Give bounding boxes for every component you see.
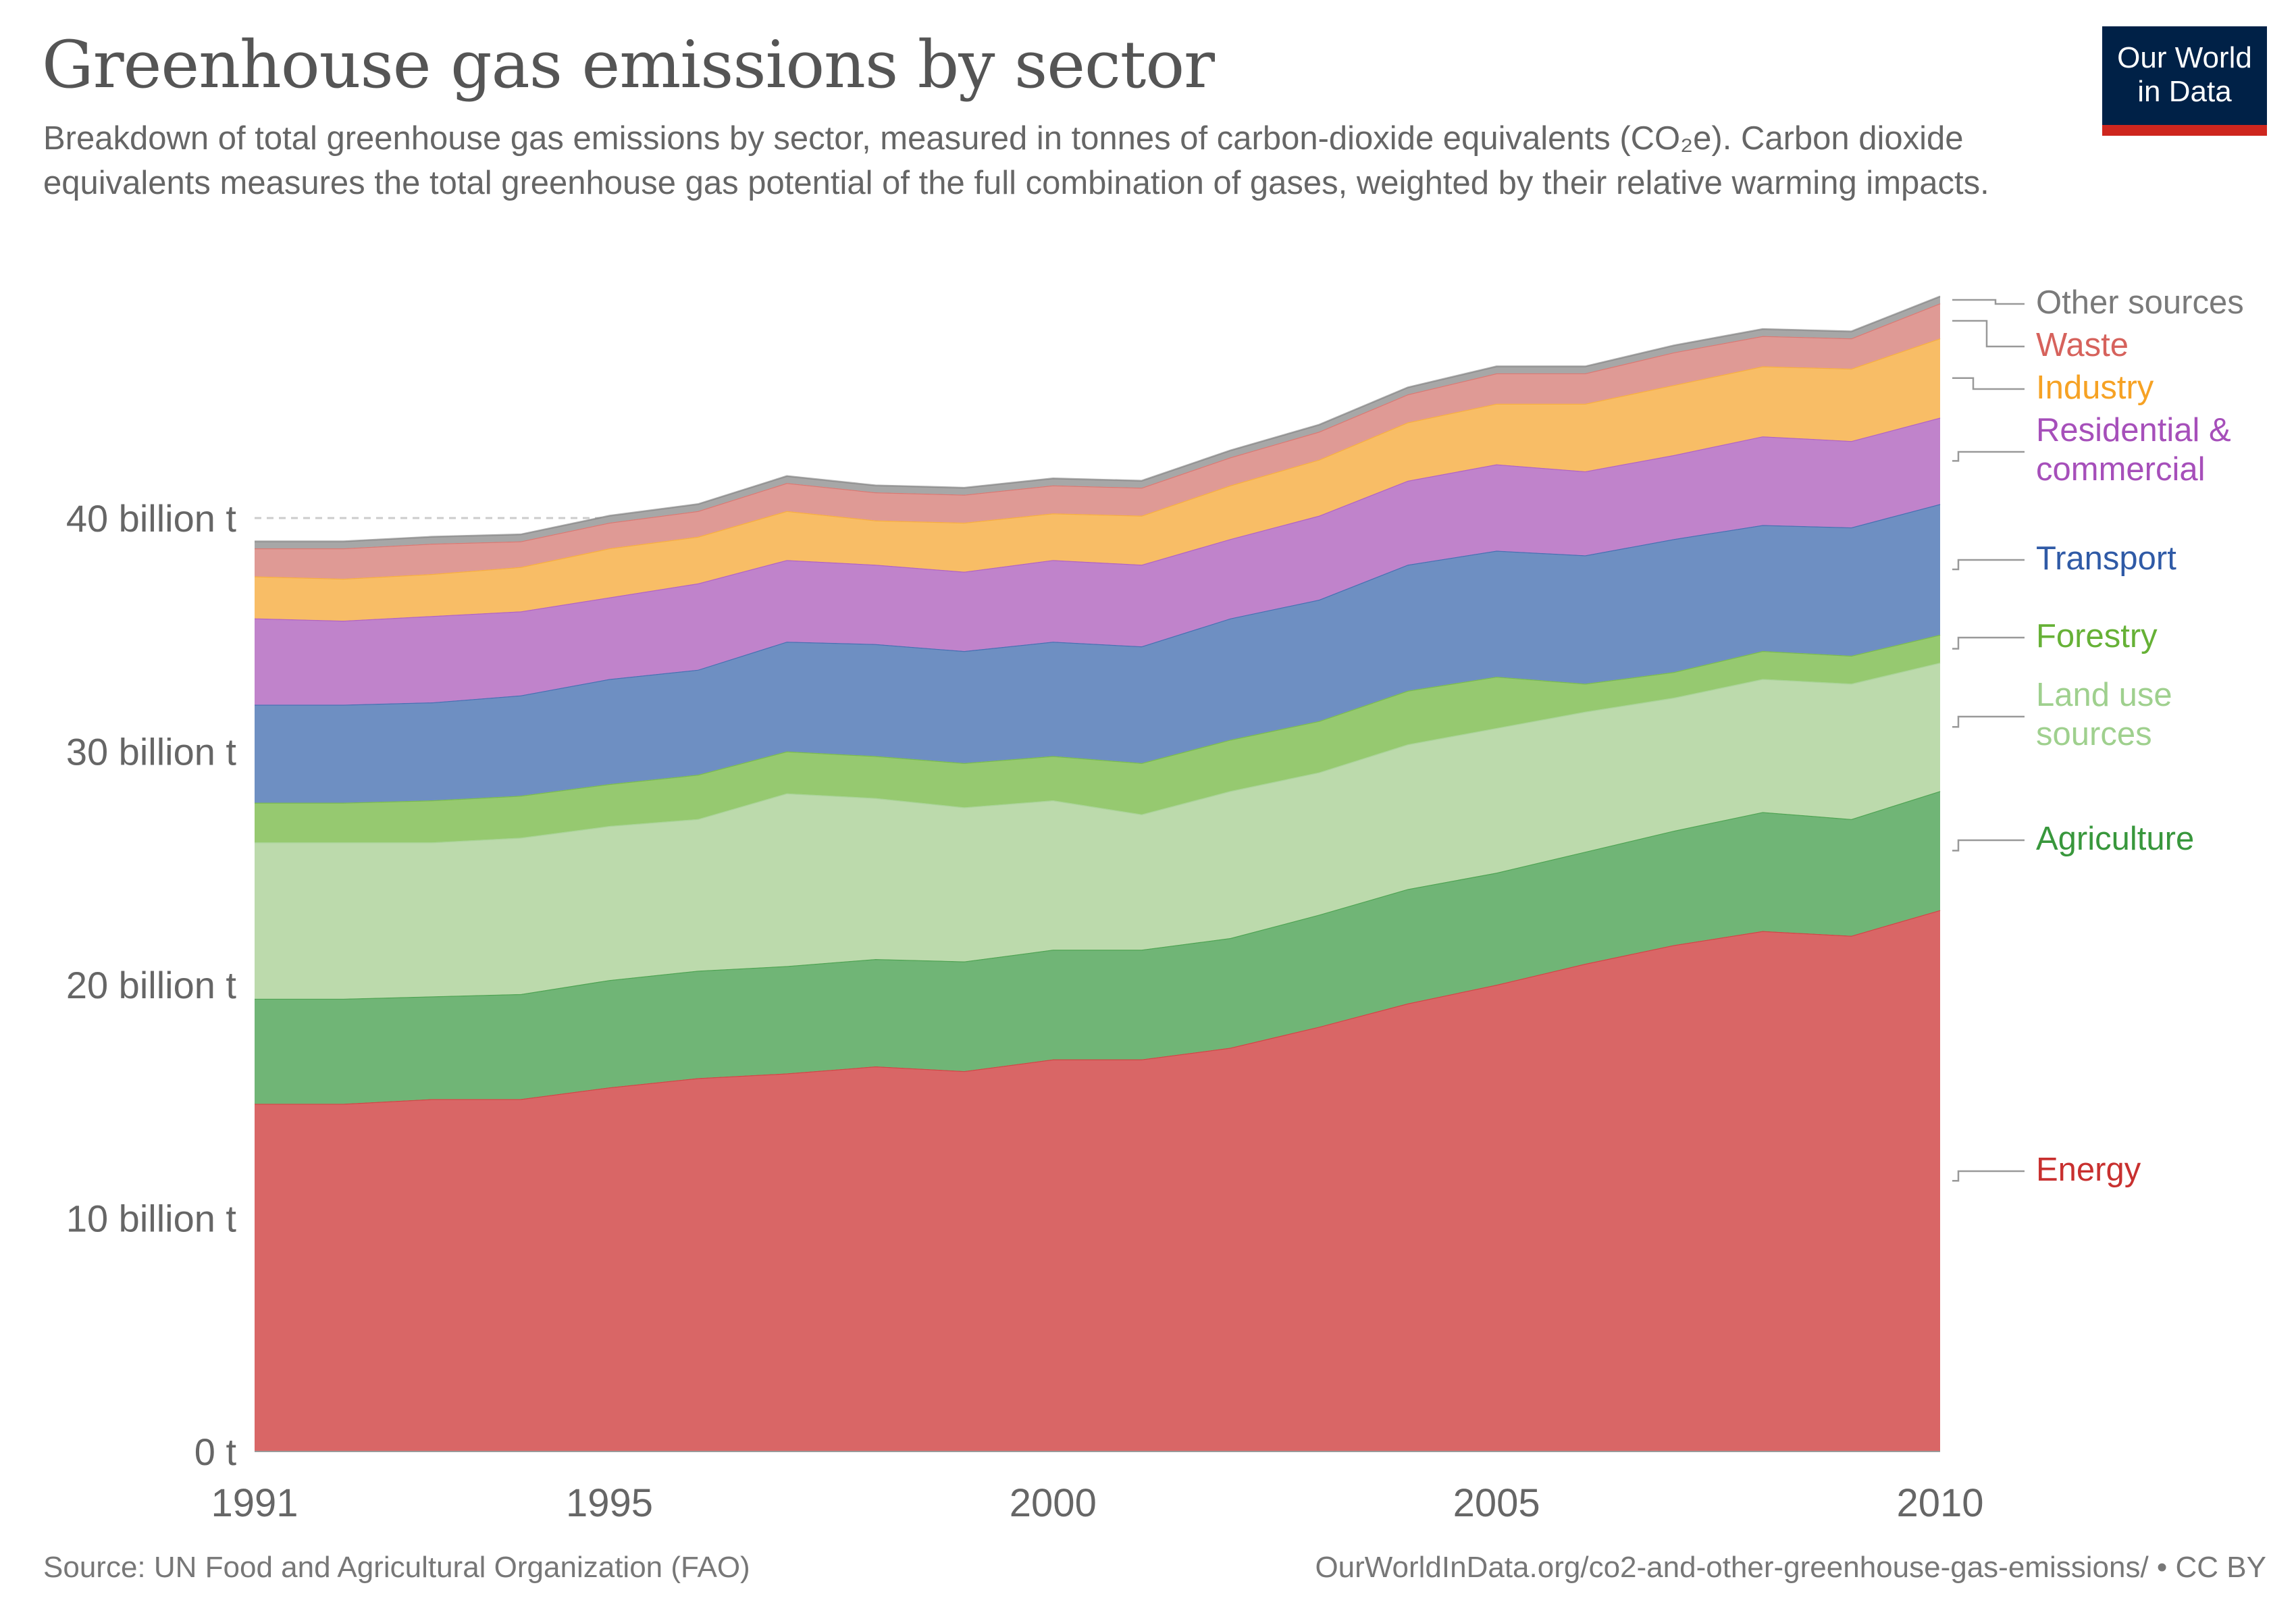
legend-connector xyxy=(1952,377,2025,390)
area-transport xyxy=(255,504,1940,803)
url-note[interactable]: OurWorldInData.org/co2-and-other-greenho… xyxy=(1315,1551,2266,1584)
legend-connector xyxy=(1952,715,2025,728)
area-energy xyxy=(255,910,1940,1451)
x-tick-label: 2005 xyxy=(1453,1481,1540,1525)
area-agriculture xyxy=(255,791,1940,1104)
legend-connector xyxy=(1952,1170,2025,1182)
legend-label-land-use-sources: Land use xyxy=(2036,677,2172,713)
x-tick-label: 2010 xyxy=(1896,1481,1983,1525)
x-tick-label: 1995 xyxy=(566,1481,653,1525)
area-waste xyxy=(255,303,1940,579)
y-tick-label: 0 t xyxy=(194,1431,237,1473)
logo-line-2: in Data xyxy=(2137,75,2232,108)
legend-label-forestry: Forestry xyxy=(2036,618,2158,654)
area-forestry xyxy=(255,634,1940,843)
y-tick-label: 40 billion t xyxy=(66,497,237,540)
legend-label-residential-commercial: commercial xyxy=(2036,451,2205,488)
legend-connector xyxy=(1952,319,2025,348)
legend-connector xyxy=(1952,451,2025,462)
legend-connector xyxy=(1952,636,2025,650)
y-tick-label: 20 billion t xyxy=(66,964,237,1006)
chart-subtitle: Breakdown of total greenhouse gas emissi… xyxy=(43,120,1989,201)
legend: Other sources Waste Industry Residential &c… xyxy=(1952,284,2244,1188)
y-tick-label: 10 billion t xyxy=(66,1198,237,1240)
area-industry xyxy=(255,338,1940,621)
area-edge xyxy=(255,295,1941,542)
legend-label-transport: Transport xyxy=(2036,540,2176,577)
chart-title: Greenhouse gas emissions by sector xyxy=(42,27,1215,103)
area-land-use-sources xyxy=(255,663,1940,999)
legend-label-waste: Waste xyxy=(2036,327,2129,363)
legend-connector xyxy=(1952,299,2025,305)
source-note[interactable]: Source: UN Food and Agricultural Organiz… xyxy=(43,1551,750,1584)
legend-label-industry: Industry xyxy=(2036,369,2154,406)
legend-connector xyxy=(1952,559,2025,571)
legend-connector xyxy=(1952,839,2025,852)
area-residential-commercial xyxy=(255,417,1940,705)
legend-label-residential-commercial: Residential & xyxy=(2036,412,2231,448)
legend-label-other-sources: Other sources xyxy=(2036,284,2244,321)
y-axis: 0 t 10 billion t 20 billion t 30 billion t 4… xyxy=(66,497,237,1473)
legend-label-energy: Energy xyxy=(2036,1152,2141,1188)
y-tick-label: 30 billion t xyxy=(66,731,237,773)
legend-label-land-use-sources: sources xyxy=(2036,716,2152,752)
areas xyxy=(254,295,1941,1451)
x-tick-label: 2000 xyxy=(1010,1481,1097,1525)
logo-line-1: Our World xyxy=(2117,41,2252,74)
owid-logo[interactable]: Our World in Data xyxy=(2102,26,2267,136)
legend-label-agriculture: Agriculture xyxy=(2036,821,2194,857)
x-axis: 1991 1995 2000 2005 2010 xyxy=(211,1451,1984,1525)
x-tick-label: 1991 xyxy=(211,1481,298,1525)
logo-bar xyxy=(2102,125,2267,136)
